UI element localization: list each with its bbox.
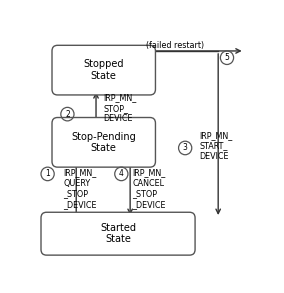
Text: IRP_MN_
QUERY
_STOP
_DEVICE: IRP_MN_ QUERY _STOP _DEVICE: [63, 168, 97, 209]
Text: Stopped
State: Stopped State: [83, 59, 124, 81]
Text: Started
State: Started State: [100, 223, 136, 244]
FancyBboxPatch shape: [52, 45, 155, 95]
Text: IRP_MN_
START_
DEVICE: IRP_MN_ START_ DEVICE: [199, 131, 233, 161]
Text: 3: 3: [183, 144, 188, 152]
Text: IRP_MN_
STOP_
DEVICE: IRP_MN_ STOP_ DEVICE: [104, 93, 137, 123]
Text: IRP_MN_
CANCEL
_STOP
_DEVICE: IRP_MN_ CANCEL _STOP _DEVICE: [132, 168, 166, 209]
Text: 4: 4: [119, 169, 124, 178]
Text: (failed restart): (failed restart): [146, 41, 204, 50]
Text: 5: 5: [225, 53, 229, 62]
FancyBboxPatch shape: [52, 117, 155, 167]
Text: 2: 2: [65, 110, 70, 119]
Text: 1: 1: [45, 169, 50, 178]
FancyBboxPatch shape: [41, 212, 195, 255]
Text: Stop-Pending
State: Stop-Pending State: [71, 132, 136, 153]
